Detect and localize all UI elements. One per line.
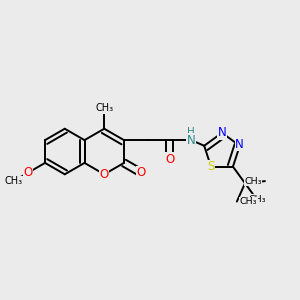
Text: CH₃: CH₃ — [244, 177, 262, 186]
Text: CH₃: CH₃ — [95, 103, 113, 113]
Text: N: N — [187, 134, 196, 147]
Text: CH₃: CH₃ — [4, 176, 22, 186]
Text: S: S — [207, 160, 215, 173]
Text: CH₃: CH₃ — [248, 195, 266, 204]
Text: O: O — [165, 153, 174, 166]
Text: CH₃: CH₃ — [240, 197, 257, 206]
Text: O: O — [100, 168, 109, 181]
Text: H: H — [187, 127, 195, 137]
Text: O: O — [24, 166, 33, 179]
Text: N: N — [236, 138, 244, 151]
Text: N: N — [218, 126, 226, 139]
Text: O: O — [136, 166, 146, 179]
